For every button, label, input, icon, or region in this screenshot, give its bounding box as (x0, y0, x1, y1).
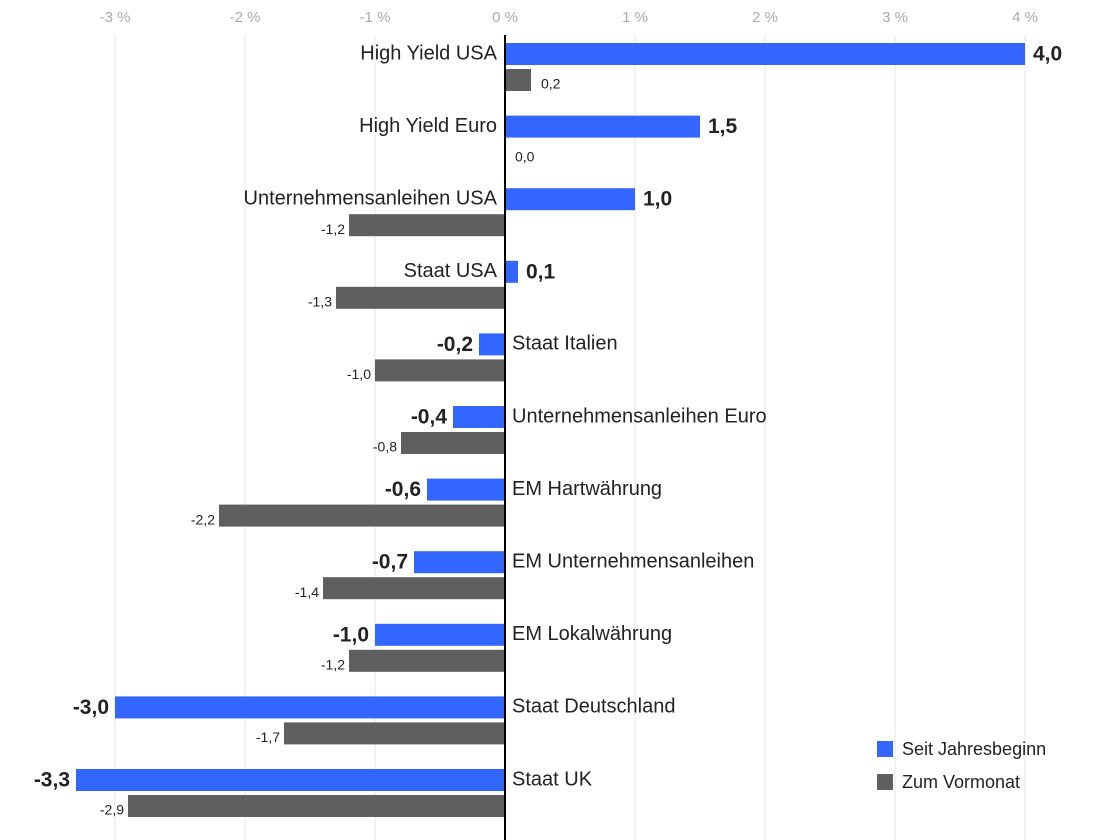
bar (479, 333, 505, 356)
value-label: 4,0 (1033, 43, 1062, 66)
bar (375, 359, 505, 382)
x-tick-label: -3 % (100, 9, 131, 26)
value-label: 0,0 (515, 148, 535, 164)
bar (349, 214, 505, 237)
value-label: -1,0 (347, 366, 371, 382)
bar (323, 577, 505, 600)
bar (505, 69, 531, 91)
value-label: -1,7 (256, 729, 280, 745)
value-label: -1,2 (321, 221, 345, 237)
value-label: -3,3 (34, 769, 70, 792)
value-label: 0,2 (541, 76, 561, 92)
value-label: 1,0 (643, 188, 672, 211)
legend-label: Seit Jahresbeginn (902, 739, 1046, 759)
x-tick-label: 0 % (492, 9, 518, 26)
category-label: EM Unternehmensanleihen (512, 550, 754, 572)
category-label: Staat Deutschland (512, 696, 675, 718)
value-label: 0,1 (526, 260, 556, 283)
legend-swatch (877, 741, 893, 757)
value-label: -0,6 (385, 478, 421, 501)
bar (375, 623, 505, 646)
category-label: Staat Italien (512, 333, 618, 355)
bar (401, 432, 505, 454)
category-label: EM Lokalwährung (512, 623, 672, 645)
legend-swatch (877, 774, 893, 790)
bar (349, 649, 505, 672)
value-label: -1,4 (295, 584, 319, 600)
value-label: -0,4 (411, 406, 448, 429)
bar (115, 696, 505, 719)
category-label: High Yield USA (360, 42, 497, 64)
x-tick-label: -2 % (230, 9, 261, 26)
x-tick-label: 2 % (752, 9, 778, 26)
bar (414, 551, 505, 574)
category-label: Unternehmensanleihen Euro (512, 405, 767, 427)
value-label: 1,5 (708, 115, 738, 138)
value-label: -0,7 (372, 551, 408, 574)
x-tick-label: 4 % (1012, 9, 1038, 26)
value-label: -2,9 (100, 802, 124, 818)
category-label: Unternehmensanleihen USA (244, 187, 498, 209)
bar (76, 769, 505, 791)
value-label: -1,3 (308, 294, 332, 310)
bar (128, 795, 505, 817)
bar (453, 406, 505, 428)
bar (427, 478, 505, 501)
legend-label: Zum Vormonat (902, 772, 1020, 792)
value-label: -1,0 (333, 623, 369, 646)
category-label: EM Hartwährung (512, 478, 662, 500)
value-label: -2,2 (191, 511, 215, 527)
category-label: Staat UK (512, 768, 593, 790)
category-label: Staat USA (404, 260, 498, 282)
value-label: -1,2 (321, 657, 345, 673)
value-label: -0,8 (373, 439, 397, 455)
category-label: High Yield Euro (359, 115, 497, 137)
x-tick-label: 3 % (882, 9, 908, 26)
value-label: -3,0 (73, 696, 109, 719)
value-label: -0,2 (437, 333, 473, 356)
bar (505, 188, 635, 211)
bar (505, 115, 700, 138)
bar (505, 260, 518, 283)
x-tick-label: 1 % (622, 9, 648, 26)
bar (284, 722, 505, 745)
bar (219, 504, 505, 527)
x-tick-label: -1 % (360, 9, 391, 26)
bar (505, 43, 1025, 65)
bar (336, 286, 505, 309)
